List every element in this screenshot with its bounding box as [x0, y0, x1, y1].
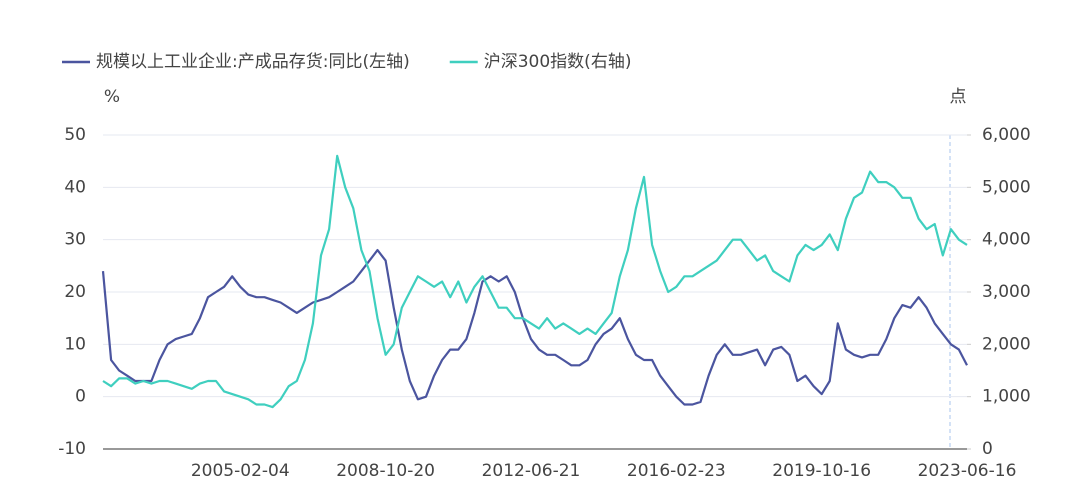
y2-tick-label: 4,000: [982, 230, 1031, 250]
legend-label: 沪深300指数(右轴): [484, 52, 632, 72]
y-tick-label: 30: [64, 230, 86, 250]
x-tick-label: 2023-06-16: [918, 461, 1017, 481]
y-tick-label: 20: [64, 282, 86, 302]
x-tick-label: 2008-10-20: [336, 461, 435, 481]
y-tick-label: 10: [64, 334, 86, 354]
x-tick-label: 2016-02-23: [627, 461, 726, 481]
y2-tick-label: 2,000: [982, 334, 1031, 354]
series-line: [102, 154, 968, 409]
y2-tick-label: 6,000: [982, 125, 1031, 145]
y-unit: %: [104, 87, 120, 107]
x-tick-label: 2019-10-16: [772, 461, 871, 481]
y2-tick-label: 5,000: [982, 177, 1031, 197]
y2-tick-label: 0: [982, 439, 993, 459]
y-tick-label: -10: [58, 439, 86, 459]
y-tick-label: 50: [64, 125, 86, 145]
y-tick-label: 0: [75, 387, 86, 407]
y2-tick-label: 1,000: [982, 387, 1031, 407]
y-tick-label: 40: [64, 177, 86, 197]
y2-tick-label: 3,000: [982, 282, 1031, 302]
legend-label: 规模以上工业企业:产成品存货:同比(左轴): [96, 52, 410, 72]
y2-unit: 点: [950, 87, 967, 107]
x-tick-label: 2012-06-21: [482, 461, 581, 481]
series-line: [101, 249, 968, 406]
x-tick-label: 2005-02-04: [191, 461, 290, 481]
